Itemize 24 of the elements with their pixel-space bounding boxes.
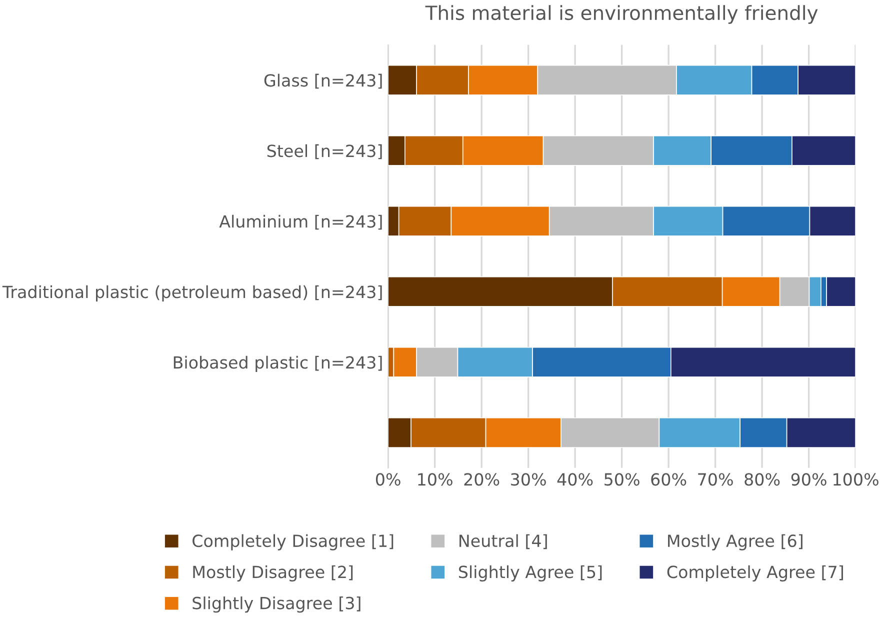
x-tick-label: 60%: [651, 473, 686, 486]
x-tick-label: 100%: [834, 473, 878, 486]
x-tick-label: 0%: [376, 473, 400, 486]
x-tick-label: 70%: [698, 473, 733, 486]
legend-label: Completely Disagree [1]: [192, 534, 394, 550]
legend-label: Neutral [4]: [460, 534, 547, 550]
x-tick-label: 30%: [511, 473, 546, 486]
x-tick-label: 20%: [464, 473, 500, 486]
x-tick-label: 40%: [557, 473, 593, 486]
y-tick-label: Steel [n=243]: [267, 144, 382, 160]
y-tick-label: Aluminium [n=243]: [219, 214, 382, 230]
y-tick-label: Biobased plastic [n=243]: [174, 356, 382, 372]
x-tick-label: 50%: [604, 473, 640, 486]
x-tick-label: 80%: [744, 473, 780, 486]
legend-label: Completely Agree [7]: [667, 565, 843, 582]
x-tick-label: 90%: [791, 473, 826, 486]
x-tick-label: 10%: [418, 473, 452, 486]
y-tick-label: Traditional plastic (petroleum based) [n=243]: [2, 285, 382, 302]
y-tick-label: Glass [n=243]: [264, 74, 382, 89]
legend-label: Slightly Disagree [3]: [192, 596, 360, 613]
legend-label: Slightly Agree [5]: [458, 565, 602, 582]
legend-label: Mostly Disagree [2]: [193, 565, 353, 582]
chart-title: This material is environmentally friendly: [425, 5, 818, 24]
legend-label: Mostly Agree [6]: [668, 534, 802, 550]
